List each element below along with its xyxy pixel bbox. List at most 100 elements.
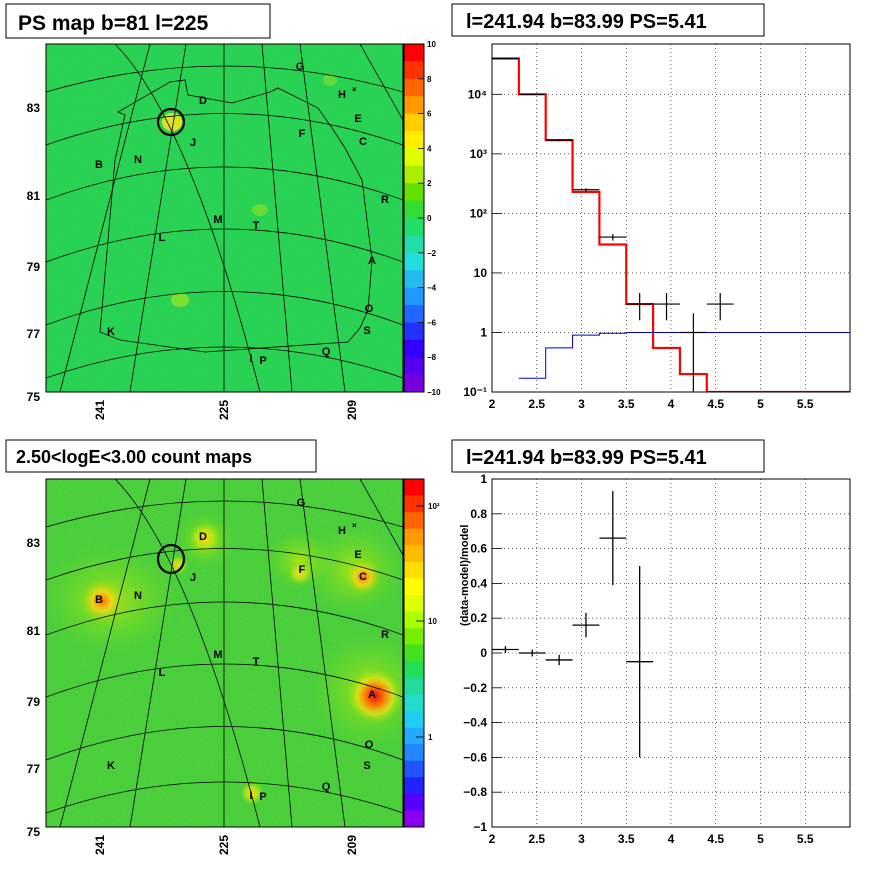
spectrum-data-point	[706, 293, 734, 321]
ps-map-source-label-f: F	[299, 128, 306, 140]
ps-map-source-label-k: K	[107, 326, 115, 338]
spectrum-y-tick-label: 10	[474, 266, 488, 280]
count-map-title-box	[5, 439, 317, 473]
ps-map-colorbar: 10 8 6 4 2 0 −2 −4 −6 −8 −10	[403, 40, 441, 397]
residual-data-point	[572, 612, 600, 638]
residual-y-tick-label: 0.6	[470, 542, 487, 556]
spectrum-y-tick-label: 10²	[470, 206, 487, 220]
ps-map-source-labels: G H D E F C J N B R M T L A O K S Q I P	[95, 61, 389, 367]
residual-plot-area	[492, 491, 654, 758]
spectrum-data-point	[572, 188, 600, 192]
count-map-source-label-m: M	[213, 649, 222, 661]
spectrum-data-point	[518, 93, 546, 96]
ps-map-axis-ticks: 83 81 79 77 75 241 225 209	[27, 101, 359, 420]
residual-data-point	[626, 566, 654, 758]
count-map-panel: 2.50<logE<3.00 count maps	[5, 439, 440, 855]
residual-x-tick-label: 2	[489, 832, 496, 846]
residual-data-point	[545, 654, 573, 666]
residual-y-tick-label: 0.2	[470, 611, 487, 625]
count-map-source-label-f: F	[299, 564, 306, 576]
ps-map-source-label-c: C	[359, 136, 367, 148]
ps-map-source-label-j: J	[190, 137, 196, 149]
count-map-source-label-q: Q	[322, 781, 331, 793]
spectrum-title: l=241.94 b=83.99 PS=5.41	[466, 11, 707, 33]
residual-y-tick-label: 0	[480, 646, 487, 660]
spectrum-data-point	[653, 293, 680, 321]
residual-x-tick-label: 3	[578, 832, 585, 846]
count-map-source-label-h: H	[338, 525, 346, 537]
map-b-tick-label: 77	[27, 762, 41, 776]
ps-map-source-label-r: R	[381, 194, 389, 206]
spectrum-frame	[491, 43, 851, 393]
ps-colorbar-tick-label: 0	[427, 214, 432, 223]
map-b-tick-label: 75	[27, 825, 41, 839]
residual-data-point	[599, 491, 627, 586]
count-map-source-label-i: I	[249, 790, 252, 802]
ps-map-source-label-s: S	[363, 325, 370, 337]
ps-map-coordinate-grid	[46, 44, 403, 392]
spectrum-x-tick-label: 4	[668, 397, 675, 411]
ps-colorbar-tick-label: −4	[427, 284, 437, 293]
residual-x-tick-label: 4.5	[707, 832, 724, 846]
map-l-tick-label: 241	[93, 835, 107, 855]
spectrum-x-tick-label: 5.5	[797, 397, 814, 411]
map-l-tick-label: 225	[217, 835, 231, 855]
ps-map-title-box	[5, 3, 271, 39]
ps-colorbar-tick-label: −8	[427, 353, 437, 362]
count-map-image: ×	[46, 479, 403, 827]
count-map-source-labels: G H D E F C J N B R M T L A O K S Q I P	[95, 497, 389, 803]
residual-data-point	[518, 649, 546, 657]
residual-title-box	[451, 439, 765, 473]
map-b-tick-label: 75	[27, 390, 41, 404]
spectrum-data-point	[545, 139, 573, 142]
count-map-source-label-b: B	[95, 594, 103, 606]
count-map-source-label-r: R	[381, 629, 389, 641]
map-l-tick-label: 209	[345, 400, 359, 420]
count-map-source-label-a: A	[368, 689, 376, 701]
residual-title: l=241.94 b=83.99 PS=5.41	[466, 447, 707, 469]
spectrum-x-tick-label: 4.5	[707, 397, 724, 411]
ps-map-cross-marker: ×	[352, 85, 357, 94]
ps-colorbar-tick-label: −10	[427, 388, 441, 397]
count-map-coordinate-grid	[46, 479, 403, 827]
map-l-tick-label: 241	[93, 400, 107, 420]
residual-axis-ticks: 2 2.5 3 3.5 4 4.5 5 5.5 1 0.8 0.6 0.4 0.2 0 −0.2 −0.4 −0…	[463, 472, 814, 846]
spectrum-data-point	[492, 57, 519, 60]
count-map-cross-marker: ×	[352, 521, 357, 530]
count-map-source-label-p: P	[259, 791, 266, 803]
ps-colorbar-tick-label: −6	[427, 318, 437, 327]
count-colorbar-tick-label: 1	[428, 733, 433, 742]
ps-map-target-circle	[156, 107, 186, 137]
count-map-source-label-o: O	[365, 739, 374, 751]
map-l-tick-label: 225	[217, 400, 231, 420]
ps-map-source-label-b: B	[95, 159, 103, 171]
residual-panel: l=241.94 b=83.99 PS=5.41 2 2.5 3 3.5 4 4.5 5 5.…	[451, 439, 851, 846]
count-map-axis-ticks: 83 81 79 77 75 241 225 209	[27, 536, 359, 855]
residual-y-tick-label: 0.8	[470, 507, 487, 521]
spectrum-data-point	[599, 234, 627, 241]
residual-x-tick-label: 4	[668, 832, 675, 846]
count-map-source-label-g: G	[297, 497, 306, 509]
ps-colorbar-tick-label: 2	[427, 179, 432, 188]
residual-x-tick-label: 5.5	[797, 832, 814, 846]
ps-map-title: PS map b=81 l=225	[18, 12, 209, 35]
spectrum-x-tick-label: 2.5	[528, 397, 545, 411]
count-map-source-label-n: N	[134, 590, 142, 602]
ps-map-source-label-m: M	[213, 214, 222, 226]
residual-x-tick-label: 2.5	[528, 832, 545, 846]
residual-y-tick-label: −1	[473, 820, 487, 834]
count-map-title: 2.50<logE<3.00 count maps	[16, 447, 252, 467]
spectrum-y-tick-label: 10³	[470, 147, 487, 161]
count-map-source-label-c: C	[359, 571, 367, 583]
count-map-source-label-t: T	[253, 656, 260, 668]
ps-map-source-label-o: O	[365, 303, 374, 315]
ps-map-source-label-e: E	[354, 113, 361, 125]
count-map-source-label-k: K	[107, 760, 115, 772]
residual-x-tick-label: 3.5	[618, 832, 635, 846]
map-b-tick-label: 79	[27, 260, 41, 274]
ps-map-source-label-t: T	[253, 220, 260, 232]
residual-y-tick-label: 1	[480, 472, 487, 486]
spectrum-axis-ticks: 2 2.5 3 3.5 4 4.5 5 5.5 10⁻¹ 1 10 10² 10³ 10⁴	[463, 87, 814, 411]
spectrum-y-tick-label: 10⁻¹	[463, 385, 487, 399]
